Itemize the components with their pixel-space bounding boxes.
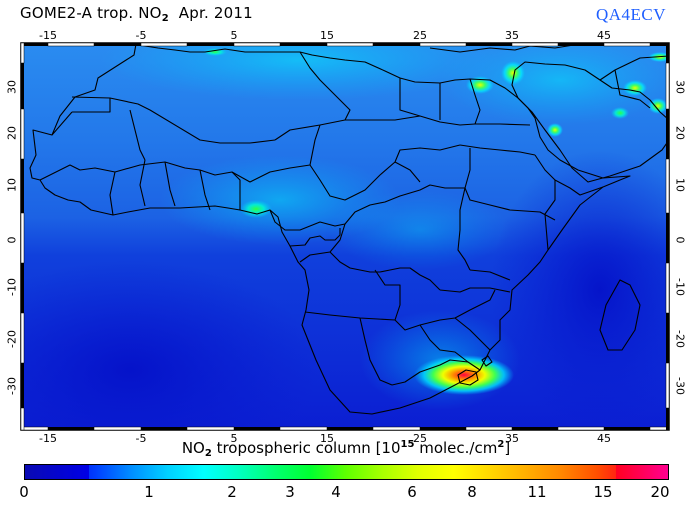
hotspot-jeddah: [547, 123, 563, 137]
hotspot-riyadh: [611, 107, 629, 119]
country-borders: [29, 43, 669, 415]
lat-tick-left: -20: [5, 330, 19, 348]
lat-tick-right: -20: [673, 330, 687, 348]
lat-tick-left: 0: [5, 236, 19, 244]
lon-tick-top: 15: [320, 29, 334, 42]
hotspot-kuwait: [623, 80, 647, 96]
lat-tick-right: 20: [673, 126, 687, 140]
lon-tick-top: 5: [230, 29, 238, 42]
lon-tick-bottom: 5: [230, 432, 238, 445]
lat-tick-left: -10: [5, 278, 19, 296]
colorbar: [24, 464, 669, 480]
lat-tick-right: 10: [673, 178, 687, 192]
lon-tick-bottom: -15: [39, 432, 57, 445]
colorbar-tick: 1: [144, 483, 154, 501]
lon-tick-bottom: 25: [413, 432, 427, 445]
colorbar-tick: 4: [331, 483, 341, 501]
lat-tick-left: 20: [5, 126, 19, 140]
colorbar-tick: 3: [285, 483, 295, 501]
lon-tick-top: 25: [413, 29, 427, 42]
hotspot-lagos: [240, 200, 272, 218]
colorbar-tick: 11: [527, 483, 547, 501]
lat-tick-right: -30: [673, 377, 687, 395]
lon-tick-bottom: 15: [320, 432, 334, 445]
lon-tick-bottom: -5: [135, 432, 147, 445]
lat-tick-right: 30: [673, 80, 687, 94]
colorbar-high-block: [616, 465, 668, 479]
no2-map: [20, 42, 670, 431]
colorbar-tick: 15: [593, 483, 613, 501]
lat-tick-left: -30: [5, 377, 19, 395]
hotspot-south-africa: [414, 355, 514, 395]
colorbar-title: NO2 tropospheric column [1015 molec./cm2…: [181, 439, 511, 459]
brand-label: QA4ECV: [595, 5, 666, 24]
lon-tick-top: 35: [505, 29, 519, 42]
lon-tick-top: -15: [39, 29, 57, 42]
colorbar-tick: 20: [650, 483, 670, 501]
lon-tick-bottom: 45: [597, 432, 611, 445]
lat-tick-right: -10: [673, 278, 687, 296]
lat-tick-right: 0: [673, 236, 687, 244]
colorbar-tick: 0: [19, 483, 29, 501]
map-title: GOME2-A trop. NO2 Apr. 2011: [20, 4, 253, 24]
colorbar-tick: 6: [407, 483, 417, 501]
map-field: [21, 43, 669, 430]
colorbar-low-block: [25, 465, 89, 479]
colorbar-tick: 2: [227, 483, 237, 501]
axis-bars: [20, 42, 670, 431]
lat-tick-left: 10: [5, 178, 19, 192]
lon-tick-bottom: 35: [505, 432, 519, 445]
hotspot-qatar: [648, 98, 668, 114]
colorbar-tick: 8: [467, 483, 477, 501]
lon-tick-top: -5: [135, 29, 147, 42]
lat-tick-left: 30: [5, 80, 19, 94]
lon-tick-top: 45: [597, 29, 611, 42]
